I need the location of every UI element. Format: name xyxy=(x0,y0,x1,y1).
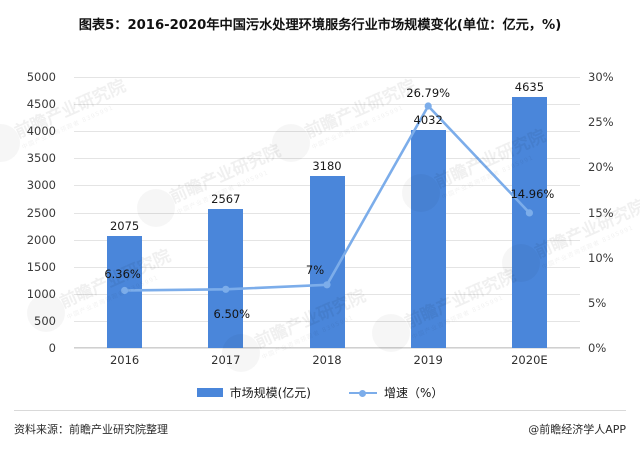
legend-line-swatch-icon xyxy=(348,388,377,397)
plot-area xyxy=(74,77,580,349)
growth-rate-line xyxy=(123,104,531,292)
x-axis-tick: 2016 xyxy=(109,353,140,367)
legend-item-market-size[interactable]: 市场规模(亿元) xyxy=(196,384,311,401)
growth-rate-label: 6.50% xyxy=(213,307,251,322)
line-series xyxy=(121,102,533,295)
growth-rate-label: 14.96% xyxy=(510,186,555,201)
x-axis-tick: 2019 xyxy=(413,353,443,367)
y-axis-tick-left: 3000 xyxy=(26,178,56,193)
growth-rate-label: 7% xyxy=(305,262,325,277)
line-marker[interactable] xyxy=(121,286,129,295)
x-axis-tick: 2017 xyxy=(211,353,241,367)
gridline xyxy=(74,104,580,106)
line-marker[interactable] xyxy=(525,209,533,217)
source-note: 资料来源：前瞻产业研究院整理 xyxy=(14,423,168,436)
line-marker[interactable] xyxy=(424,102,432,110)
legend-label-market-size: 市场规模(亿元) xyxy=(229,386,311,400)
line-marker[interactable] xyxy=(323,281,331,289)
y-axis-tick-right: 15% xyxy=(588,205,614,220)
gridline xyxy=(74,158,580,160)
page-title: 图表5：2016-2020年中国污水处理环境服务行业市场规模变化(单位：亿元，%… xyxy=(78,18,562,33)
y-axis-tick-left: 5000 xyxy=(26,70,56,84)
bar-value-label: 3180 xyxy=(312,158,342,173)
x-axis-tick: 2018 xyxy=(312,353,342,367)
y-axis-tick-left: 4000 xyxy=(26,124,56,139)
bar-value-label: 2075 xyxy=(109,218,140,233)
gridline xyxy=(74,131,580,133)
bar-value-label: 4032 xyxy=(413,112,443,127)
line-marker[interactable] xyxy=(222,285,230,293)
chart-legend: 市场规模(亿元) 增速（%） xyxy=(0,384,640,401)
bar[interactable] xyxy=(511,96,547,348)
legend-label-growth-rate: 增速（%） xyxy=(383,386,444,400)
y-axis-tick-left: 0 xyxy=(48,341,56,355)
y-axis-tick-right: 20% xyxy=(588,160,614,175)
footer-divider xyxy=(14,410,626,411)
y-axis-tick-right: 10% xyxy=(588,250,614,265)
y-axis-tick-left: 2000 xyxy=(26,232,56,247)
y-axis-tick-left: 2500 xyxy=(26,205,56,220)
gridline xyxy=(74,77,580,78)
y-axis-tick-left: 500 xyxy=(34,313,56,328)
y-axis-tick-left: 3500 xyxy=(26,151,56,166)
x-axis-tick: 2020E xyxy=(511,353,548,367)
bar-value-label: 2567 xyxy=(211,191,241,206)
growth-rate-label: 6.36% xyxy=(104,266,141,281)
y-axis-tick-right: 25% xyxy=(588,115,614,130)
y-axis-tick-right: 5% xyxy=(588,295,607,310)
bar-value-label: 4635 xyxy=(514,79,545,94)
legend-bar-swatch-icon xyxy=(196,388,223,397)
bar[interactable] xyxy=(208,208,244,348)
brand-note: @前瞻经济学人APP xyxy=(528,423,626,436)
y-axis-tick-right: 0% xyxy=(588,341,607,355)
y-axis-tick-left: 1500 xyxy=(26,259,56,274)
gridline xyxy=(74,348,580,349)
legend-item-growth-rate[interactable]: 增速（%） xyxy=(348,384,444,401)
y-axis-tick-left: 1000 xyxy=(26,286,56,301)
y-axis-tick-left: 4500 xyxy=(26,97,56,112)
growth-rate-label: 26.79% xyxy=(406,86,451,100)
y-axis-tick-right: 30% xyxy=(588,70,614,84)
bar[interactable] xyxy=(410,129,446,348)
